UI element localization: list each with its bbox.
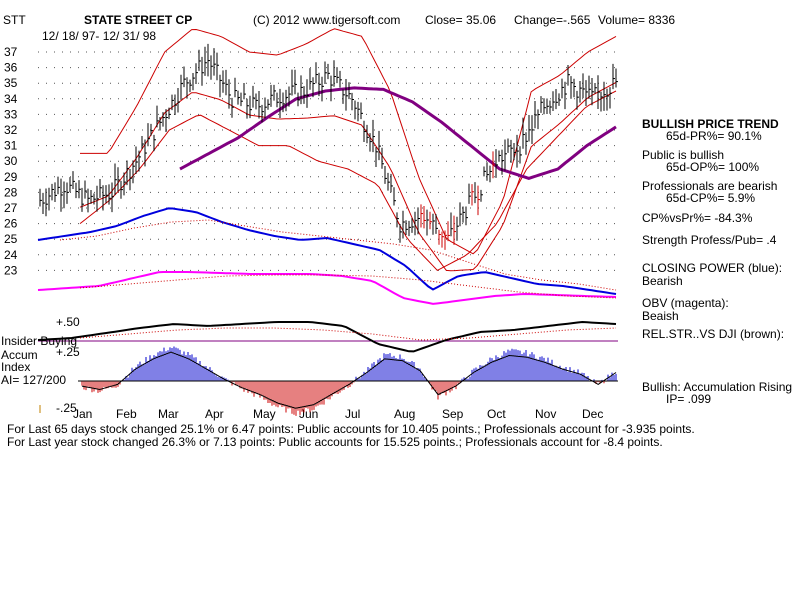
y-tick-label: 35 [4, 76, 18, 90]
relstr-label: REL.STR..VS DJI (brown): [642, 327, 785, 341]
accum-label: Accum [1, 348, 38, 362]
price-grid [38, 51, 618, 271]
x-tick-label: Jan [73, 407, 92, 421]
closing-power-state: Bearish [642, 274, 683, 288]
x-tick-label: Aug [394, 407, 415, 421]
obv-line [37, 271, 617, 305]
cpvspr-value: CP%vsPr%= -84.3% [642, 211, 753, 225]
x-tick-label: May [253, 407, 276, 421]
upper-band-line [80, 28, 617, 255]
y-tick-label: 27 [4, 201, 18, 215]
y-tick-label: 36 [4, 61, 18, 75]
price-bars [39, 43, 618, 250]
index-label: Index [1, 360, 31, 374]
ai-value: AI= 127/200 [1, 373, 67, 387]
month-axis: Jan Feb Mar Apr May Jun Jul Aug Sep Oct Nov Dec [73, 407, 603, 421]
footer-65day: For Last 65 days stock changed 25.1% or … [7, 422, 695, 436]
tick-plus-50: +.50 [56, 315, 80, 329]
cp-value: 65d-CP%= 5.9% [666, 191, 756, 205]
footer-year: For Last year stock changed 26.3% or 7.1… [7, 435, 663, 449]
accumulation-line [81, 351, 617, 409]
y-tick-label: 29 [4, 170, 18, 184]
relative-strength-ma-line [79, 327, 617, 341]
ip-value: IP= .099 [666, 392, 712, 406]
lower-band-line [79, 90, 617, 272]
x-tick-label: Jul [345, 407, 360, 421]
obv-state: Beaish [642, 309, 679, 323]
professionals-status: Professionals are bearish [642, 179, 778, 193]
y-tick-label: 28 [4, 185, 18, 199]
insider-buying-label: Insider Buying [1, 334, 78, 348]
volume-value: Volume= 8336 [598, 13, 676, 27]
moving-average-line [179, 86, 617, 180]
y-tick-label: 31 [4, 139, 18, 153]
date-range: 12/ 18/ 97- 12/ 31/ 98 [42, 29, 157, 43]
y-tick-label: 34 [4, 92, 18, 106]
copyright-text: (C) 2012 www.tigersoft.com [253, 13, 401, 27]
company-name: STATE STREET CP [84, 13, 193, 27]
closing-power-ma-line [59, 219, 617, 291]
op-value: 65d-OP%= 100% [666, 160, 760, 174]
x-tick-label: Feb [116, 407, 137, 421]
public-status: Public is bullish [642, 148, 725, 162]
trend-title: BULLISH PRICE TREND [642, 117, 779, 131]
y-tick-label: 23 [4, 263, 18, 277]
y-tick-label: 26 [4, 217, 18, 231]
ticker-symbol: STT [3, 13, 26, 27]
x-tick-label: Mar [158, 407, 179, 421]
y-tick-label: 24 [4, 248, 18, 262]
change-value: Change=-.565 [514, 13, 591, 27]
closing-power-label: CLOSING POWER (blue): [642, 261, 783, 275]
pr-value: 65d-PR%= 90.1% [666, 129, 762, 143]
tick-minus-25: -.25 [56, 401, 77, 415]
y-tick-label: 33 [4, 107, 18, 121]
x-tick-label: Oct [487, 407, 506, 421]
close-value: Close= 35.06 [425, 13, 497, 27]
x-tick-label: Sep [442, 407, 464, 421]
y-tick-label: 37 [4, 45, 18, 59]
x-tick-label: Dec [582, 407, 603, 421]
y-tick-label: 32 [4, 123, 18, 137]
strength-value: Strength Profess/Pub= .4 [642, 233, 777, 247]
accumulation-status: Bullish: Accumulation Rising [642, 380, 793, 394]
y-tick-label: 30 [4, 154, 18, 168]
tick-plus-25: +.25 [56, 345, 80, 359]
x-tick-label: Nov [535, 407, 556, 421]
x-tick-label: Apr [205, 407, 224, 421]
y-tick-label: 25 [4, 232, 18, 246]
obv-label: OBV (magenta): [642, 296, 729, 310]
relative-strength-line [37, 320, 617, 353]
closing-power-line [37, 207, 617, 295]
